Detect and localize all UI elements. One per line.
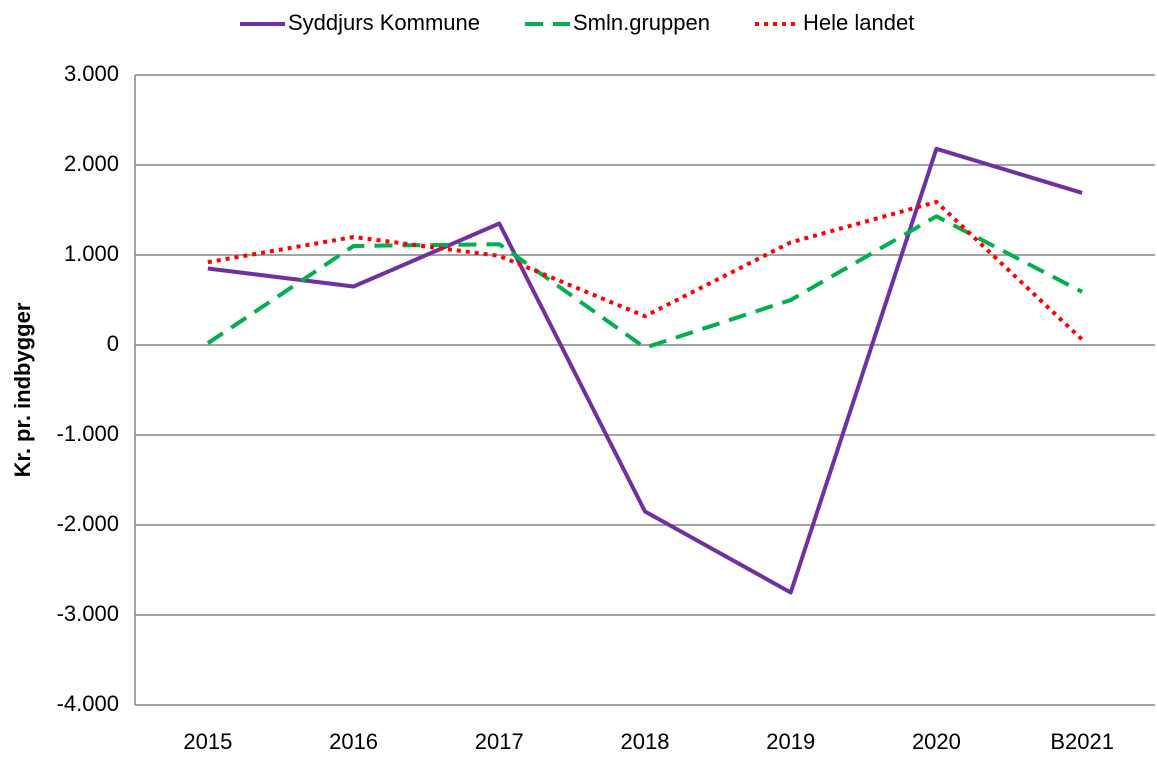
series-line bbox=[207, 146, 1083, 595]
y-tick-label: -1.000 bbox=[57, 421, 119, 446]
legend-label: Syddjurs Kommune bbox=[288, 10, 480, 35]
y-tick-label: 2.000 bbox=[64, 151, 119, 176]
x-tick-label: 2019 bbox=[766, 729, 815, 754]
legend-label: Smln.gruppen bbox=[573, 10, 710, 35]
y-tick-label: 1.000 bbox=[64, 241, 119, 266]
x-tick-label: 2017 bbox=[475, 729, 524, 754]
y-tick-label: -2.000 bbox=[57, 511, 119, 536]
x-tick-label: 2020 bbox=[912, 729, 961, 754]
series-line bbox=[206, 214, 1084, 350]
y-axis-label: Kr. pr. indbygger bbox=[10, 302, 35, 477]
x-tick-label: 2018 bbox=[621, 729, 670, 754]
x-tick-label: 2015 bbox=[183, 729, 232, 754]
y-tick-label: -3.000 bbox=[57, 601, 119, 626]
series-line bbox=[207, 199, 1084, 342]
legend-label: Hele landet bbox=[803, 10, 914, 35]
y-tick-label: 0 bbox=[107, 331, 119, 356]
x-tick-label: B2021 bbox=[1050, 729, 1114, 754]
y-tick-label: 3.000 bbox=[64, 61, 119, 86]
y-tick-label: -4.000 bbox=[57, 691, 119, 716]
x-tick-label: 2016 bbox=[329, 729, 378, 754]
